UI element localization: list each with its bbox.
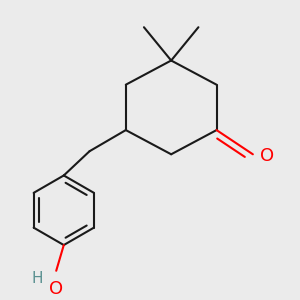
Text: O: O xyxy=(260,147,274,165)
Text: O: O xyxy=(49,280,63,298)
Text: H: H xyxy=(31,271,43,286)
